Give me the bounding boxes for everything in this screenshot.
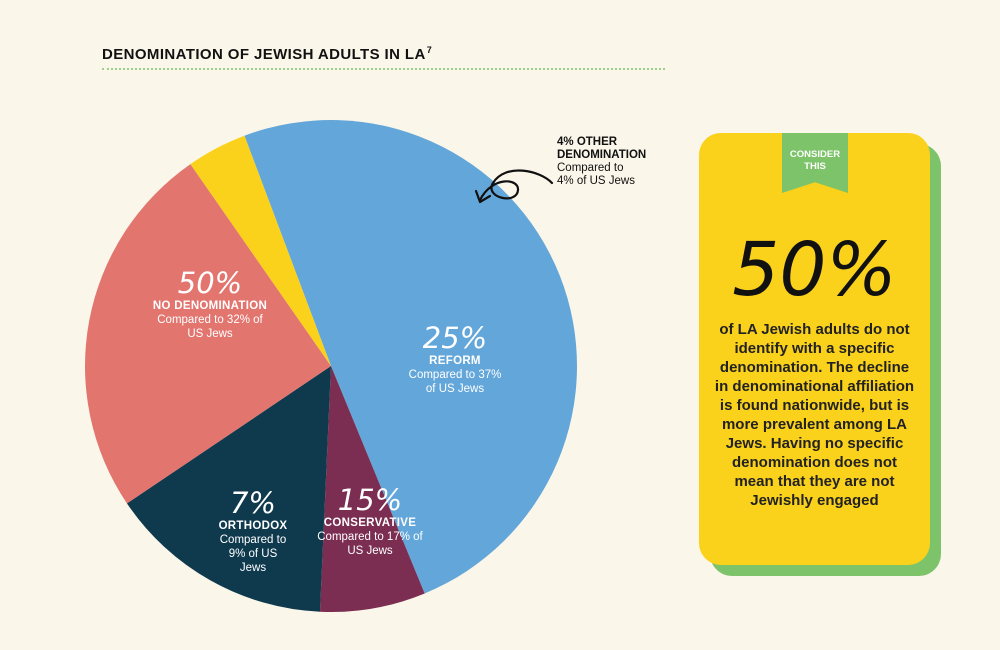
chart-title: DENOMINATION OF JEWISH ADULTS IN LA7 <box>102 45 433 63</box>
slice-label-reform: 25% REFORM Compared to 37% of US Jews <box>385 322 525 396</box>
slice-comparison: Jews <box>239 562 267 574</box>
slice-name: CONSERVATIVE <box>323 517 417 529</box>
slice-percent: 15% <box>337 483 403 517</box>
pie-slice-other <box>190 135 331 366</box>
slice-comparison: of US Jews <box>425 383 485 395</box>
slice-comparison: Compared to 17% of <box>317 531 423 543</box>
slice-name: NO DENOMINATION <box>152 300 268 312</box>
callout-card <box>699 133 930 565</box>
slice-name: ORTHODOX <box>218 520 288 532</box>
ribbon-line: THIS <box>804 161 826 172</box>
title-divider <box>102 68 665 70</box>
slice-comparison: Compared to 37% <box>408 369 502 381</box>
slice-comparison: US Jews <box>347 545 393 557</box>
slice-name: 4% OTHER <box>557 136 618 148</box>
slice-comparison: 9% of US <box>228 548 278 560</box>
callout-big-number: 50% <box>732 227 897 313</box>
curly-arrow-icon <box>478 169 554 202</box>
slice-comparison: Compared to <box>219 534 287 546</box>
slice-name: DENOMINATION <box>557 149 647 161</box>
pie-slice-reform <box>85 164 331 504</box>
callout-text: of LA Jewish adults do not identify with… <box>714 321 915 509</box>
slice-name: REFORM <box>429 355 481 367</box>
pie-slice-no-denomination <box>244 120 577 594</box>
slice-label-conservative: 15% CONSERVATIVE Compared to 17% of US J… <box>300 484 440 558</box>
slice-comparison: US Jews <box>187 328 233 340</box>
pie-slice-conservative <box>126 366 331 612</box>
pie-slice-orthodox <box>319 366 425 612</box>
slice-comparison: 4% of US Jews <box>557 175 635 187</box>
slice-percent: 25% <box>422 321 488 355</box>
arrow-head-icon <box>474 189 492 204</box>
slice-comparison: Compared to <box>557 162 624 174</box>
ribbon-line: CONSIDER <box>789 149 841 160</box>
title-footnote: 7 <box>426 45 433 55</box>
slice-percent: 50% <box>177 266 243 300</box>
slice-label-orthodox: 7% ORTHODOX Compared to 9% of US Jews <box>205 487 301 575</box>
slice-label-no-denomination: 50% NO DENOMINATION Compared to 32% of U… <box>120 267 300 341</box>
slice-percent: 7% <box>229 486 276 520</box>
slice-label-other: 4% OTHER DENOMINATION Compared to 4% of … <box>557 136 697 188</box>
slice-comparison: Compared to 32% of <box>157 314 263 326</box>
